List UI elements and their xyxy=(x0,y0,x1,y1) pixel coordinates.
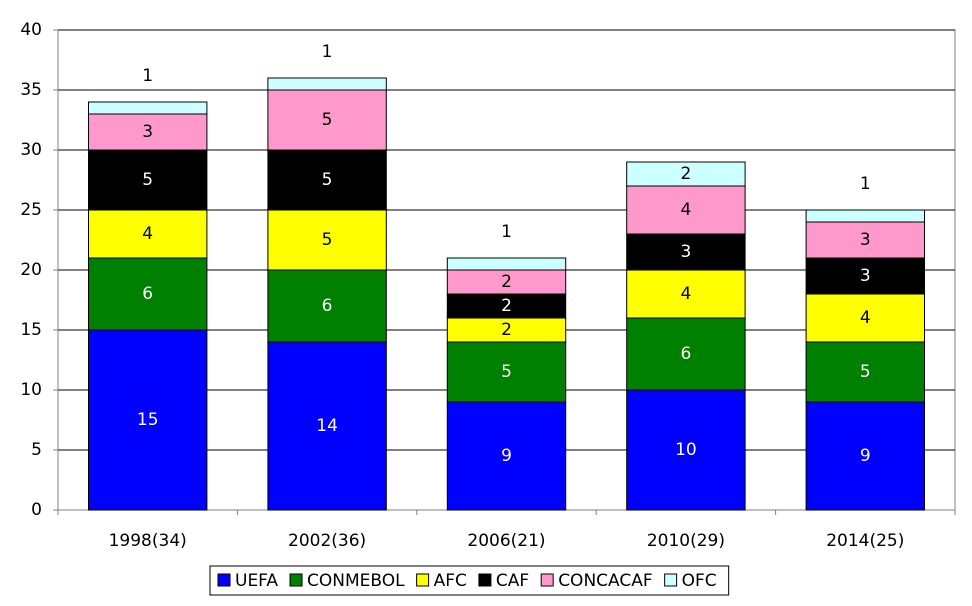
data-label: 1 xyxy=(860,174,871,194)
data-label: 4 xyxy=(860,308,871,328)
bar-segment xyxy=(626,317,746,391)
data-label: 4 xyxy=(142,224,153,244)
bar-segment xyxy=(446,317,567,343)
y-tick-label: 25 xyxy=(20,200,42,220)
y-tick-label: 5 xyxy=(31,440,42,460)
y-tick-label: 35 xyxy=(20,80,42,100)
data-label: 5 xyxy=(322,230,333,250)
bar-segment xyxy=(805,401,926,511)
legend: UEFA CONMEBOL AFC CAF CONCACAF OFC xyxy=(209,565,730,596)
bar-segment xyxy=(446,257,567,271)
bar-segment xyxy=(626,161,746,187)
legend-label: UEFA xyxy=(235,571,278,591)
legend-label: AFC xyxy=(434,571,467,591)
data-label: 2 xyxy=(501,272,512,292)
bar-segment xyxy=(87,101,208,115)
bar-segment xyxy=(267,77,387,91)
data-label: 4 xyxy=(680,200,691,220)
bar-segment xyxy=(805,209,926,223)
x-tick-label: 2006(21) xyxy=(467,531,545,551)
bar-segment xyxy=(626,233,746,271)
legend-swatch xyxy=(217,573,231,587)
legend-label: CONCACAF xyxy=(558,571,652,591)
data-label: 5 xyxy=(860,362,871,382)
data-label: 14 xyxy=(316,416,338,436)
data-label: 3 xyxy=(142,122,153,142)
bar-segment xyxy=(626,269,746,319)
y-tick-label: 40 xyxy=(20,20,42,40)
y-tick-label: 15 xyxy=(20,320,42,340)
y-tick-label: 0 xyxy=(31,500,42,520)
y-tick-label: 10 xyxy=(20,380,42,400)
y-tick-label: 30 xyxy=(20,140,42,160)
bar-segment xyxy=(626,185,746,235)
data-label: 1 xyxy=(142,66,153,86)
bar-segment xyxy=(87,209,208,259)
data-label: 9 xyxy=(501,446,512,466)
legend-swatch xyxy=(540,573,554,587)
bar-segment xyxy=(805,341,926,403)
bar-segment xyxy=(626,389,746,511)
bar-segment xyxy=(267,209,387,271)
legend-label: CONMEBOL xyxy=(307,571,405,591)
bar-segment xyxy=(87,113,208,151)
data-label: 15 xyxy=(137,410,159,430)
bar-segment xyxy=(87,149,208,211)
data-label: 6 xyxy=(142,284,153,304)
data-label: 3 xyxy=(860,230,871,250)
legend-swatch xyxy=(664,573,678,587)
data-label: 3 xyxy=(680,242,691,262)
bar-segment xyxy=(87,329,208,511)
bar-segment xyxy=(267,149,387,211)
data-label: 6 xyxy=(322,296,333,316)
bar-segment xyxy=(446,401,567,511)
legend-swatch xyxy=(478,573,492,587)
bar-segment xyxy=(87,257,208,331)
data-label: 6 xyxy=(680,344,691,364)
data-label: 2 xyxy=(680,164,691,184)
x-tick-label: 1998(34) xyxy=(109,531,187,551)
data-label: 4 xyxy=(680,284,691,304)
bar-segment xyxy=(267,341,387,511)
legend-swatch xyxy=(289,573,303,587)
data-label: 5 xyxy=(142,170,153,190)
data-label: 10 xyxy=(675,440,697,460)
legend-swatch xyxy=(416,573,430,587)
bar-segment xyxy=(805,257,926,295)
x-tick-label: 2002(36) xyxy=(288,531,366,551)
data-label: 5 xyxy=(322,170,333,190)
bar-segment xyxy=(267,89,387,151)
x-tick-label: 2014(25) xyxy=(826,531,904,551)
data-label: 9 xyxy=(860,446,871,466)
bar-segment xyxy=(446,293,567,319)
data-label: 1 xyxy=(501,222,512,242)
data-label: 5 xyxy=(501,362,512,382)
data-label: 1 xyxy=(322,42,333,62)
data-label: 5 xyxy=(322,110,333,130)
y-tick-label: 20 xyxy=(20,260,42,280)
data-label: 3 xyxy=(860,266,871,286)
bar-segment xyxy=(446,341,567,403)
x-tick-label: 2010(29) xyxy=(647,531,725,551)
legend-label: CAF xyxy=(496,571,529,591)
data-label: 2 xyxy=(501,296,512,316)
legend-label: OFC xyxy=(682,571,717,591)
data-label: 2 xyxy=(501,320,512,340)
